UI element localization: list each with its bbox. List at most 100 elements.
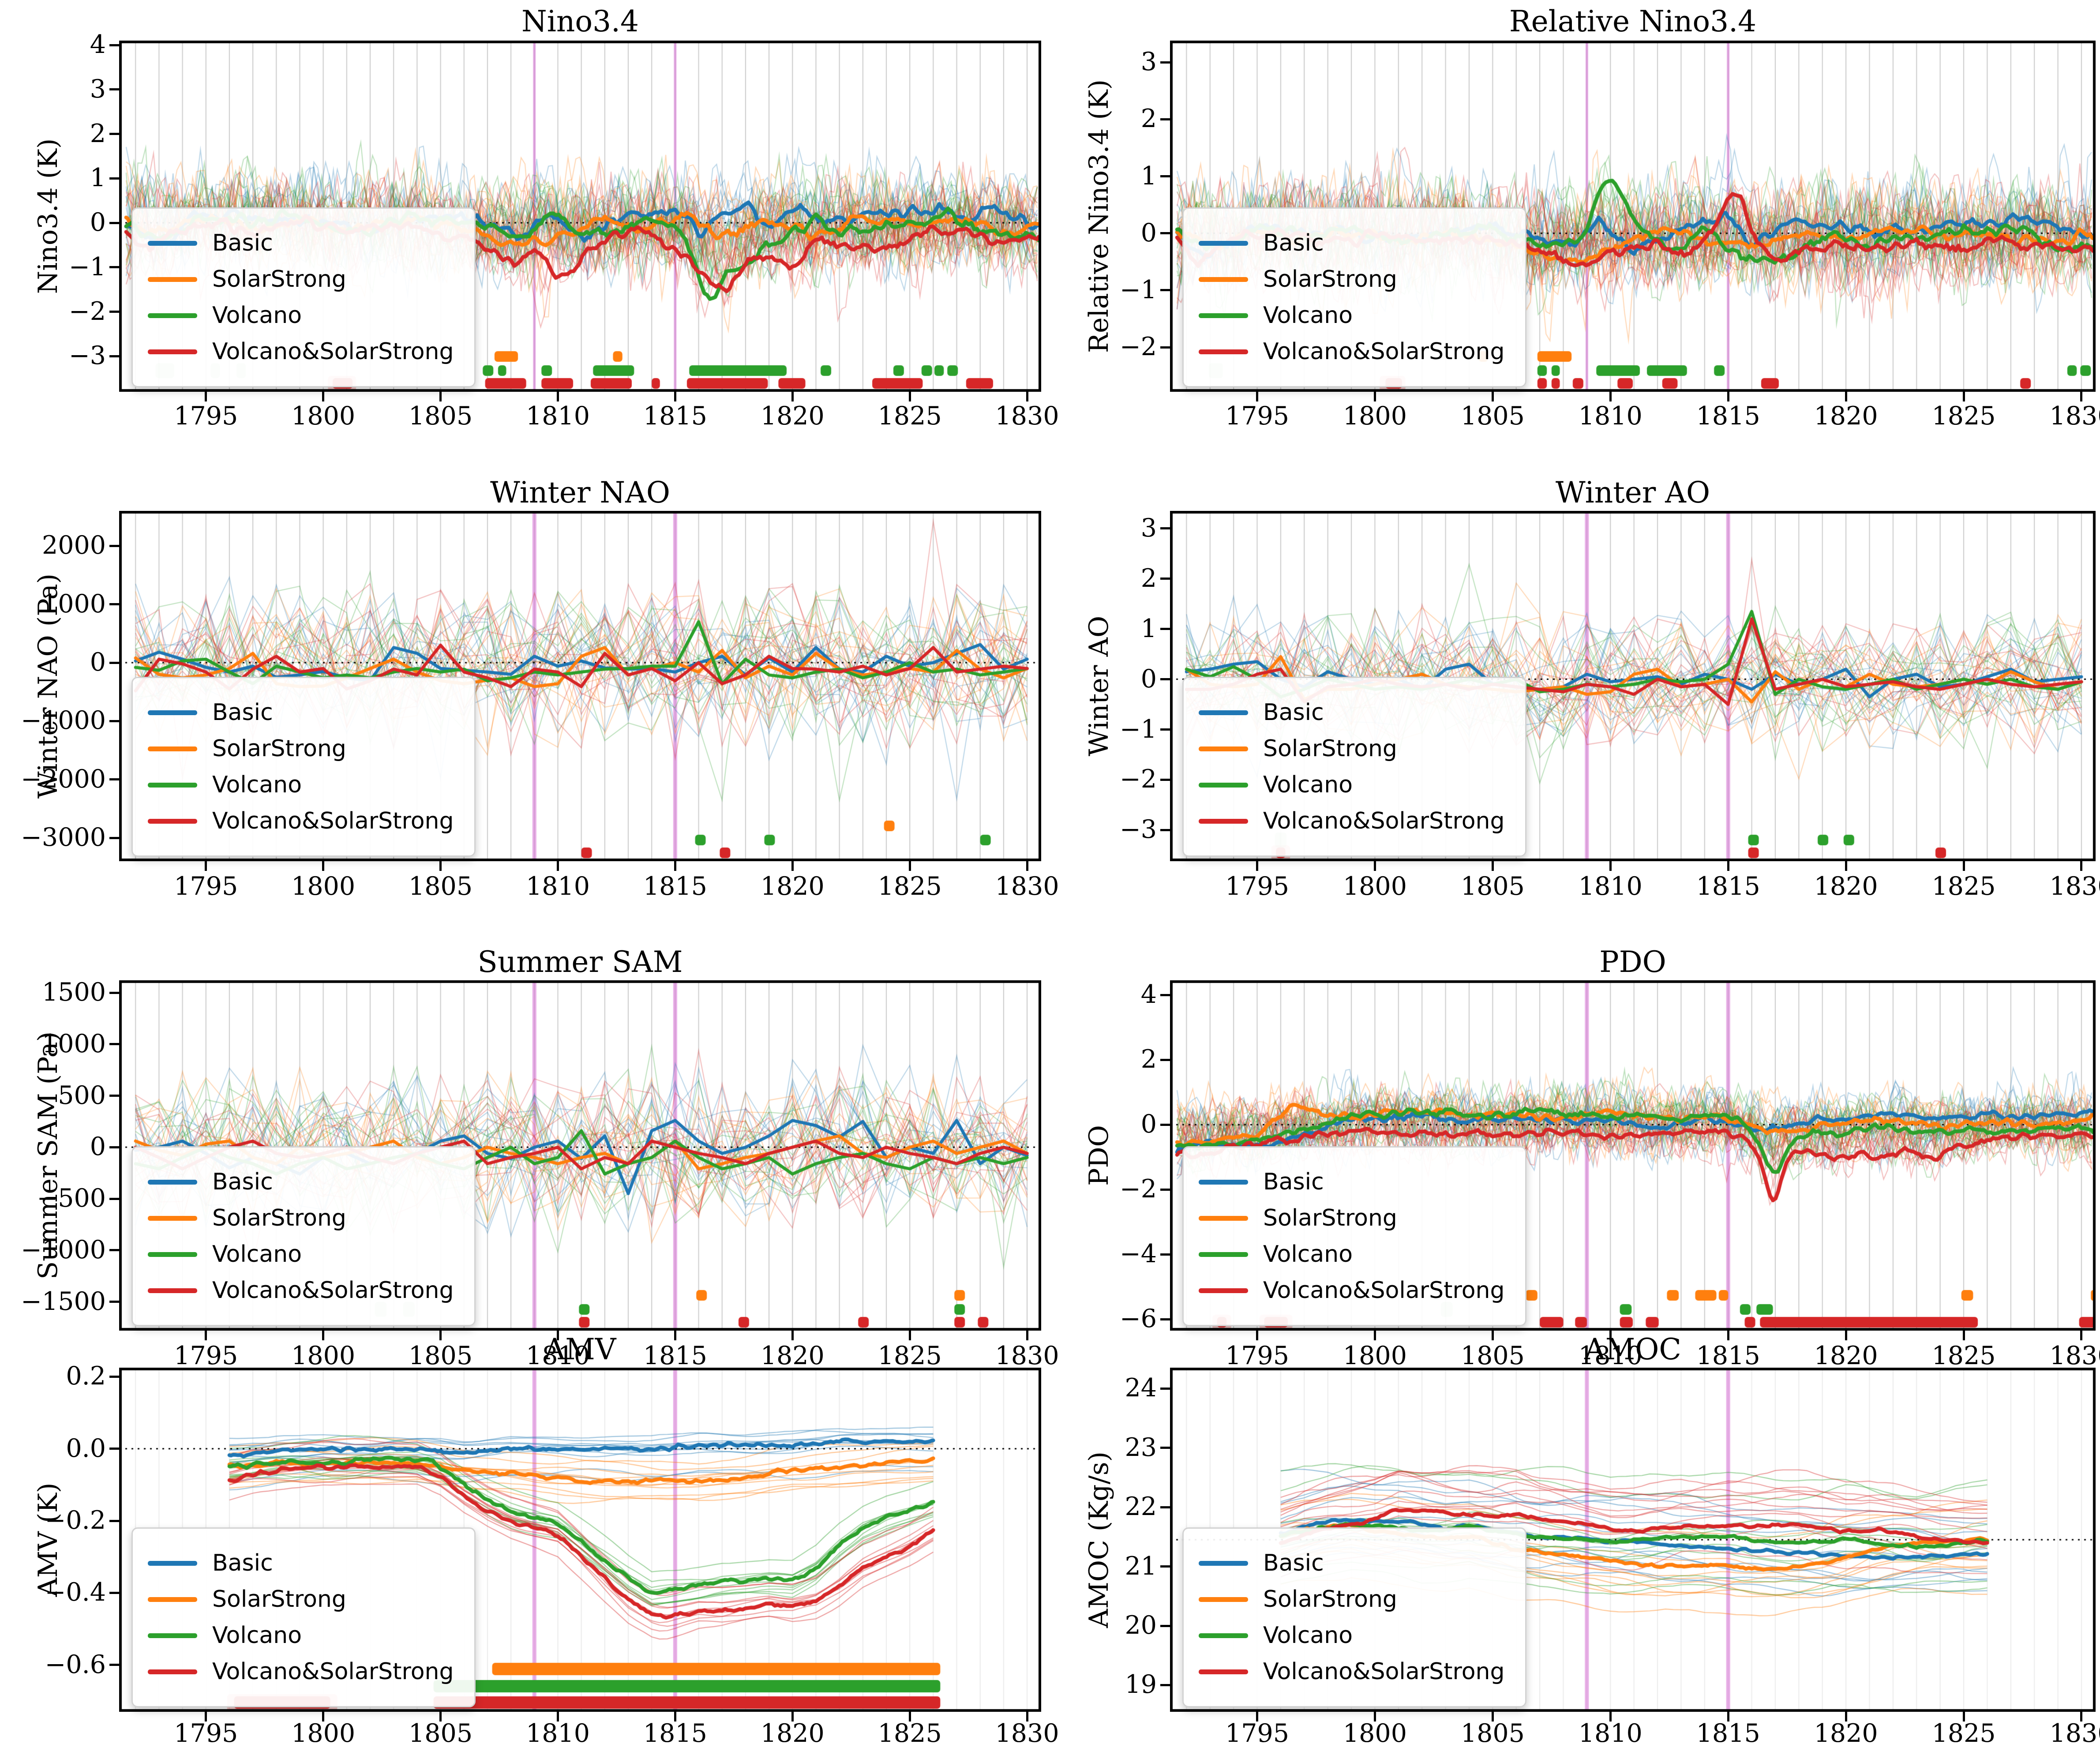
y-tick-label: −0.2 xyxy=(45,1506,106,1535)
legend-label: Basic xyxy=(1263,1550,1324,1576)
legend-item: Volcano xyxy=(1199,302,1505,329)
y-tick-mark xyxy=(1160,118,1170,120)
legend-label: Volcano xyxy=(212,1241,302,1268)
y-tick-label: 2 xyxy=(1140,104,1157,134)
legend-item: Basic xyxy=(148,1169,454,1195)
x-tick-label: 1815 xyxy=(1696,401,1760,431)
x-tick-mark xyxy=(1845,1712,1847,1721)
x-tick-label: 1795 xyxy=(1225,1719,1290,1744)
y-tick-mark xyxy=(1160,1058,1170,1061)
x-tick-label: 1820 xyxy=(760,1341,825,1370)
y-tick-label: −2 xyxy=(1119,1174,1157,1204)
x-tick-mark xyxy=(556,1331,559,1340)
y-tick-mark xyxy=(1160,1123,1170,1126)
y-tick-label: −3 xyxy=(1119,815,1157,844)
x-tick-mark xyxy=(791,392,794,401)
legend-item: Volcano&SolarStrong xyxy=(1199,808,1505,834)
y-tick-label: −1000 xyxy=(21,706,106,735)
x-tick-mark xyxy=(1727,1331,1729,1340)
legend-label: Basic xyxy=(1263,1169,1324,1195)
x-tick-label: 1830 xyxy=(995,401,1059,431)
x-tick-label: 1815 xyxy=(643,401,707,431)
y-tick-label: −2 xyxy=(68,296,106,326)
legend-item: Volcano xyxy=(148,302,454,329)
x-tick-mark xyxy=(908,861,911,871)
legend-line-icon xyxy=(1199,313,1248,318)
x-tick-mark xyxy=(1727,861,1729,871)
x-tick-mark xyxy=(205,392,207,401)
x-tick-label: 1830 xyxy=(2049,872,2100,901)
y-tick-label: −0.4 xyxy=(45,1578,106,1607)
legend-item: SolarStrong xyxy=(148,266,454,293)
x-tick-mark xyxy=(674,861,676,871)
x-tick-mark xyxy=(556,392,559,401)
x-tick-label: 1820 xyxy=(760,1719,825,1744)
x-tick-mark xyxy=(556,1712,559,1721)
panel-title: AMV xyxy=(544,1332,616,1366)
legend-line-icon xyxy=(1199,746,1248,751)
x-tick-label: 1810 xyxy=(525,1341,590,1370)
x-tick-label: 1810 xyxy=(1578,401,1642,431)
legend: Basic SolarStrong Volcano Volcano&SolarStro… xyxy=(1182,207,1526,387)
x-tick-label: 1830 xyxy=(995,1719,1059,1744)
legend-line-icon xyxy=(1199,1669,1248,1674)
legend: Basic SolarStrong Volcano Volcano&SolarStro… xyxy=(1182,677,1526,857)
y-tick-mark xyxy=(109,1043,119,1046)
legend-item: Volcano xyxy=(148,1622,454,1649)
y-tick-mark xyxy=(109,778,119,781)
y-tick-label: −1000 xyxy=(21,1235,106,1264)
y-tick-label: 0.0 xyxy=(66,1433,106,1463)
x-tick-label: 1825 xyxy=(878,1341,942,1370)
y-tick-label: 0 xyxy=(1140,1110,1157,1139)
y-tick-mark xyxy=(109,1197,119,1200)
x-tick-label: 1825 xyxy=(1931,1341,1996,1370)
legend-label: Volcano xyxy=(1263,302,1353,329)
x-tick-mark xyxy=(791,861,794,871)
panel-title: Winter NAO xyxy=(490,476,670,510)
x-tick-label: 1815 xyxy=(1696,1719,1760,1744)
y-tick-mark xyxy=(109,603,119,606)
x-tick-label: 1820 xyxy=(760,401,825,431)
y-tick-mark xyxy=(109,133,119,135)
legend: Basic SolarStrong Volcano Volcano&SolarStro… xyxy=(131,1527,476,1707)
y-axis-label: Winter NAO (Pa) xyxy=(33,573,64,799)
x-tick-mark xyxy=(1491,861,1494,871)
x-tick-label: 1800 xyxy=(1342,1719,1407,1744)
legend-line-icon xyxy=(148,746,197,751)
x-tick-label: 1800 xyxy=(1342,872,1407,901)
legend-label: Basic xyxy=(1263,699,1324,726)
x-tick-label: 1800 xyxy=(291,401,356,431)
y-tick-mark xyxy=(1160,1506,1170,1508)
y-tick-mark xyxy=(109,1249,119,1252)
x-tick-label: 1815 xyxy=(643,872,707,901)
x-tick-mark xyxy=(1962,1712,1965,1721)
x-tick-mark xyxy=(791,1331,794,1340)
x-tick-label: 1815 xyxy=(1696,1341,1760,1370)
y-tick-mark xyxy=(1160,778,1170,781)
y-tick-mark xyxy=(109,44,119,46)
x-tick-mark xyxy=(1845,392,1847,401)
legend-line-icon xyxy=(148,240,197,246)
legend-line-icon xyxy=(1199,1288,1248,1293)
y-tick-mark xyxy=(1160,829,1170,831)
y-tick-label: 500 xyxy=(58,1080,106,1110)
legend-item: SolarStrong xyxy=(148,1205,454,1231)
legend-label: SolarStrong xyxy=(1263,735,1397,762)
y-tick-mark xyxy=(1160,346,1170,349)
legend-label: Basic xyxy=(212,1169,273,1195)
x-tick-label: 1805 xyxy=(1460,1719,1525,1744)
x-tick-label: 1795 xyxy=(174,1341,238,1370)
x-tick-mark xyxy=(1026,392,1028,401)
legend-line-icon xyxy=(1199,1215,1248,1221)
y-tick-label: 0 xyxy=(90,648,106,677)
y-tick-mark xyxy=(1160,527,1170,530)
legend-item: Volcano&SolarStrong xyxy=(148,1658,454,1685)
x-tick-mark xyxy=(2080,861,2083,871)
x-tick-label: 1805 xyxy=(1460,872,1525,901)
y-tick-mark xyxy=(1160,728,1170,731)
y-tick-mark xyxy=(1160,994,1170,996)
x-tick-label: 1795 xyxy=(1225,401,1290,431)
x-tick-mark xyxy=(1491,392,1494,401)
y-axis-label: AMOC (Kg/s) xyxy=(1084,1451,1114,1628)
